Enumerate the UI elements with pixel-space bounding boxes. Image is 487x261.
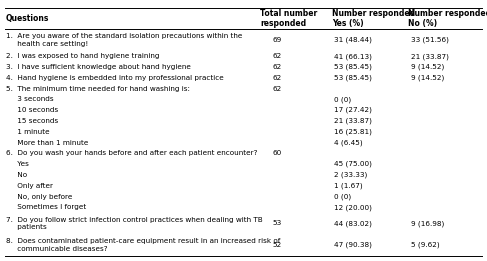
Text: 0 (0): 0 (0) [334,193,351,200]
Text: 62: 62 [272,86,281,92]
Text: 9 (14.52): 9 (14.52) [411,64,444,70]
Text: 7.  Do you follow strict infection control practices when dealing with TB
     p: 7. Do you follow strict infection contro… [6,217,262,230]
Text: 52: 52 [272,242,281,248]
Text: Number responded
Yes (%): Number responded Yes (%) [332,9,415,28]
Text: 53 (85.45): 53 (85.45) [334,75,372,81]
Text: No: No [6,172,27,178]
Text: 21 (33.87): 21 (33.87) [411,53,449,60]
Text: 21 (33.87): 21 (33.87) [334,118,372,124]
Text: 2.  I was exposed to hand hygiene training: 2. I was exposed to hand hygiene trainin… [6,53,159,59]
Text: 69: 69 [272,37,281,43]
Text: 5.  The minimum time needed for hand washing is:: 5. The minimum time needed for hand wash… [6,86,190,92]
Text: 44 (83.02): 44 (83.02) [334,220,372,227]
Text: 15 seconds: 15 seconds [6,118,58,124]
Text: More than 1 minute: More than 1 minute [6,140,88,146]
Text: 4 (6.45): 4 (6.45) [334,139,363,146]
Text: 2 (33.33): 2 (33.33) [334,172,367,178]
Text: 47 (90.38): 47 (90.38) [334,242,372,248]
Text: 45 (75.00): 45 (75.00) [334,161,372,167]
Text: 62: 62 [272,75,281,81]
Text: 53: 53 [272,221,281,227]
Text: 3.  I have sufficient knowledge about hand hygiene: 3. I have sufficient knowledge about han… [6,64,191,70]
Text: Yes: Yes [6,161,29,167]
Text: No, only before: No, only before [6,193,72,199]
Text: 10 seconds: 10 seconds [6,107,58,113]
Text: 6.  Do you wash your hands before and after each patient encounter?: 6. Do you wash your hands before and aft… [6,150,257,156]
Text: 33 (51.56): 33 (51.56) [411,37,449,43]
Text: Questions: Questions [6,14,49,23]
Text: 16 (25.81): 16 (25.81) [334,128,372,135]
Text: Number responded
No (%): Number responded No (%) [408,9,487,28]
Text: 41 (66.13): 41 (66.13) [334,53,372,60]
Text: Total number
responded: Total number responded [260,9,318,28]
Text: 1.  Are you aware of the standard isolation precautions within the
     health c: 1. Are you aware of the standard isolati… [6,33,242,47]
Text: 3 seconds: 3 seconds [6,96,54,102]
Text: 1 (1.67): 1 (1.67) [334,182,363,189]
Text: 9 (14.52): 9 (14.52) [411,75,444,81]
Text: 53 (85.45): 53 (85.45) [334,64,372,70]
Text: 0 (0): 0 (0) [334,96,351,103]
Text: 1 minute: 1 minute [6,129,50,135]
Text: 12 (20.00): 12 (20.00) [334,204,372,211]
Text: 4.  Hand hygiene is embedded into my professional practice: 4. Hand hygiene is embedded into my prof… [6,75,224,81]
Text: 9 (16.98): 9 (16.98) [411,220,444,227]
Text: 62: 62 [272,53,281,59]
Text: 31 (48.44): 31 (48.44) [334,37,372,43]
Text: 8.  Does contaminated patient-care equipment result in an increased risk of
    : 8. Does contaminated patient-care equipm… [6,238,280,252]
Text: Sometimes I forget: Sometimes I forget [6,204,86,210]
Text: 62: 62 [272,64,281,70]
Text: Only after: Only after [6,183,53,189]
Text: 60: 60 [272,150,281,156]
Text: 5 (9.62): 5 (9.62) [411,242,439,248]
Text: 17 (27.42): 17 (27.42) [334,107,372,114]
